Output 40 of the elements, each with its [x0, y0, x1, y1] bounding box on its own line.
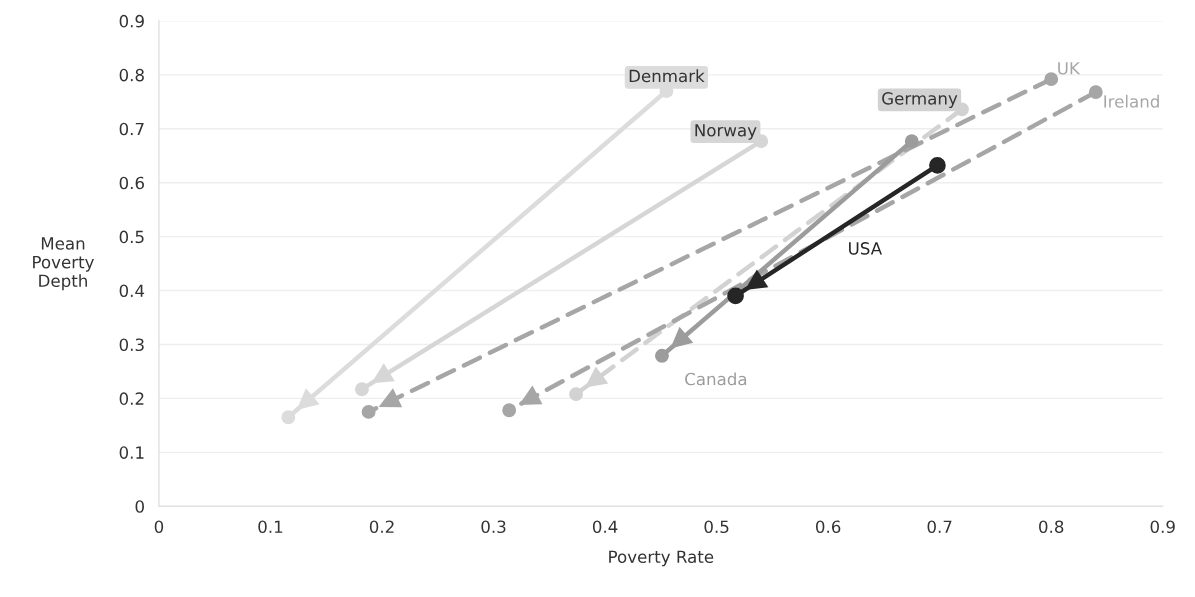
y-tick-label: 0.5: [119, 230, 144, 244]
y-tick-label: 0: [135, 500, 144, 513]
y-tick-label: 0.7: [119, 122, 144, 136]
series-label: Germany: [882, 92, 958, 108]
x-tick-label: 0: [154, 520, 164, 534]
y-tick-label: 0.6: [119, 176, 144, 190]
x-tick-label: 0.8: [1039, 520, 1064, 534]
point: [727, 287, 744, 305]
series-label: Norway: [695, 124, 757, 140]
y-tick-label: 0.9: [119, 14, 144, 28]
series-label: Denmark: [629, 69, 705, 83]
y-tick-label: 0.2: [119, 392, 144, 405]
point: [354, 382, 369, 397]
x-axis-title: Poverty Rate: [609, 550, 714, 567]
point: [569, 387, 584, 402]
series-label: UK: [1058, 62, 1081, 75]
y-axis-title: Mean Poverty Depth: [33, 237, 94, 291]
series-label: Canada: [685, 372, 747, 386]
y-tick-label: 0.1: [119, 446, 144, 459]
y-tick-label: 0.8: [119, 68, 144, 82]
point: [281, 410, 296, 425]
x-tick-label: 0.2: [369, 520, 394, 534]
point: [1044, 72, 1059, 87]
y-tick-label: 0.4: [119, 284, 145, 298]
x-tick-label: 0.7: [927, 520, 952, 534]
series-label: USA: [849, 242, 882, 255]
point: [929, 157, 946, 174]
x-tick-label: 0.4: [592, 520, 618, 534]
point: [1088, 85, 1103, 100]
series-label: Ireland: [1104, 94, 1159, 108]
point: [655, 348, 669, 363]
point: [904, 134, 919, 149]
x-tick-label: 0.6: [815, 520, 841, 534]
x-tick-label: 0.5: [704, 520, 729, 534]
x-tick-label: 0.9: [1150, 520, 1175, 534]
point: [361, 404, 376, 419]
x-tick-label: 0.1: [258, 520, 283, 534]
point: [502, 403, 517, 418]
y-tick-label: 0.3: [119, 338, 144, 352]
x-tick-label: 0.3: [481, 520, 506, 534]
